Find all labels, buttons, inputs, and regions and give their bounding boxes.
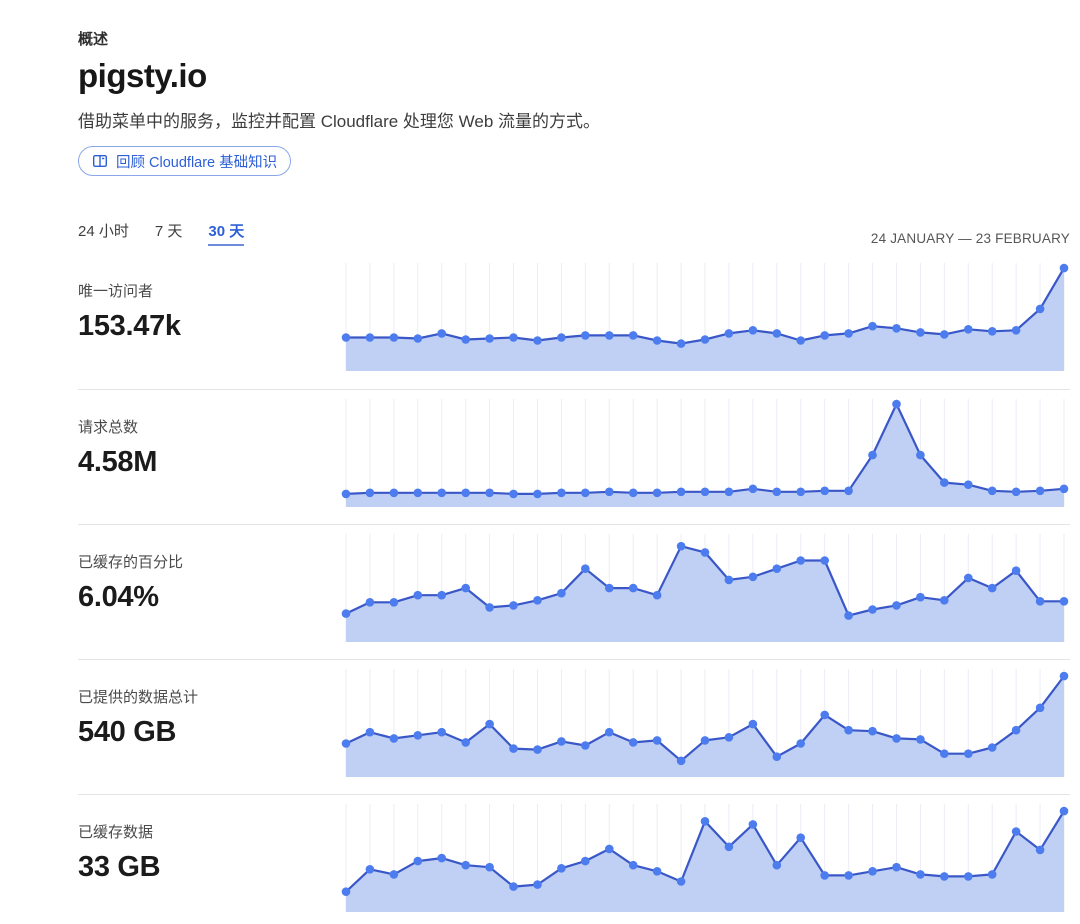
metric-info: 已提供的数据总计 540 GB bbox=[78, 660, 340, 794]
metric-label: 唯一访问者 bbox=[78, 283, 154, 300]
metric-info: 请求总数 4.58M bbox=[78, 390, 340, 524]
unique-visitors-sparkline bbox=[341, 263, 1069, 371]
page-title: pigsty.io bbox=[78, 57, 207, 94]
date-range-label: 24 JANUARY — 23 FEBRUARY bbox=[870, 231, 1070, 246]
review-basics-label: 回顾 Cloudflare 基础知识 bbox=[116, 154, 278, 171]
page-subtitle: 借助菜单中的服务，监控并配置 Cloudflare 处理您 Web 流量的方式。 bbox=[78, 112, 601, 131]
book-open-icon bbox=[92, 153, 108, 169]
metric-info: 已缓存的百分比 6.04% bbox=[78, 525, 340, 659]
breadcrumb-overview: 概述 bbox=[78, 31, 109, 48]
metric-info: 已缓存数据 33 GB bbox=[78, 795, 340, 924]
percent-cached-sparkline bbox=[341, 534, 1069, 642]
tab-24-hours[interactable]: 24 小时 bbox=[78, 223, 129, 240]
metric-value: 33 GB bbox=[78, 851, 161, 883]
metric-label: 已提供的数据总计 bbox=[78, 689, 199, 706]
time-range-tabs: 24 小时 7 天 30 天 bbox=[78, 220, 245, 246]
tab-30-days[interactable]: 30 天 bbox=[208, 220, 245, 246]
metric-row-percent-cached: 已缓存的百分比 6.04% bbox=[78, 524, 1070, 659]
metric-chart-container bbox=[340, 254, 1070, 389]
time-range-bar: 24 小时 7 天 30 天 24 JANUARY — 23 FEBRUARY bbox=[78, 220, 1070, 246]
metric-row-cached-data: 已缓存数据 33 GB bbox=[78, 794, 1070, 924]
metric-info: 唯一访问者 153.47k bbox=[78, 254, 340, 389]
tab-7-days[interactable]: 7 天 bbox=[154, 223, 183, 240]
metric-value: 540 GB bbox=[78, 716, 177, 748]
total-requests-sparkline bbox=[341, 399, 1069, 507]
metric-label: 已缓存的百分比 bbox=[78, 554, 184, 571]
metric-label: 请求总数 bbox=[78, 419, 139, 436]
metric-label: 已缓存数据 bbox=[78, 824, 154, 841]
metric-row-data-served: 已提供的数据总计 540 GB bbox=[78, 659, 1070, 794]
metric-value: 153.47k bbox=[78, 310, 181, 342]
cached-data-sparkline bbox=[341, 804, 1069, 912]
metric-chart-container bbox=[340, 525, 1070, 659]
metric-value: 6.04% bbox=[78, 581, 159, 613]
data-served-sparkline bbox=[341, 669, 1069, 777]
metric-chart-container bbox=[340, 795, 1070, 924]
metric-chart-container bbox=[340, 660, 1070, 794]
metric-row-total-requests: 请求总数 4.58M bbox=[78, 389, 1070, 524]
metric-row-unique-visitors: 唯一访问者 153.47k bbox=[78, 254, 1070, 389]
review-basics-button[interactable]: 回顾 Cloudflare 基础知识 bbox=[78, 146, 292, 176]
metric-value: 4.58M bbox=[78, 446, 158, 478]
metric-chart-container bbox=[340, 390, 1070, 524]
metrics-list: 唯一访问者 153.47k 请求总数 4.58M 已缓存的百分比 6.04% bbox=[78, 254, 1070, 924]
